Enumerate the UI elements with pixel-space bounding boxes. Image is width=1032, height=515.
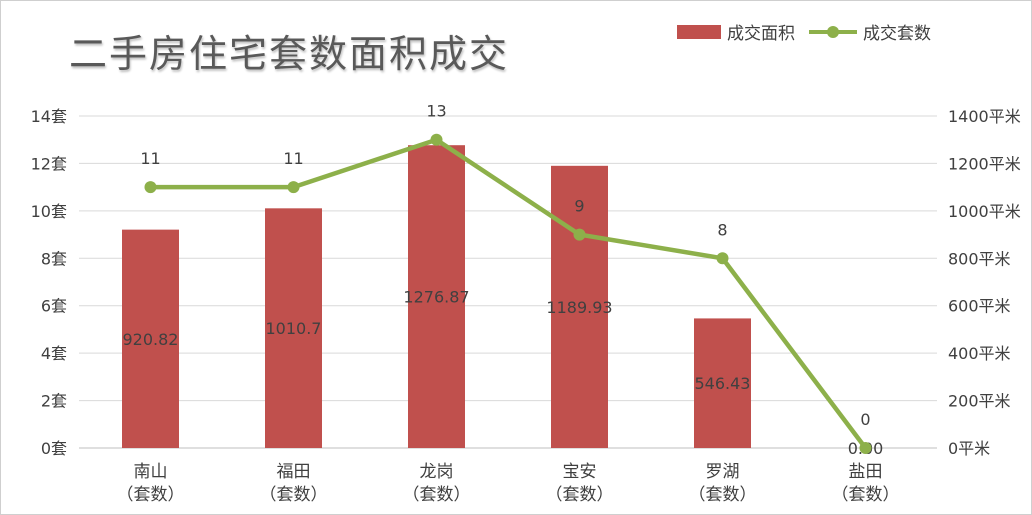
legend-item-area[interactable]: 成交面积 — [677, 19, 795, 44]
y-right-tick-label: 200平米 — [948, 392, 1011, 411]
count-marker — [287, 181, 300, 194]
x-category-label: 龙岗（套数） — [403, 462, 471, 505]
bar-value-label: 1010.7 — [266, 319, 322, 338]
bar — [122, 229, 179, 448]
y-right-tick-label: 800平米 — [948, 249, 1011, 268]
bar — [551, 165, 608, 449]
y-left-tick-label: 0套 — [41, 439, 67, 458]
bar-value-label: 1189.93 — [546, 298, 612, 317]
count-value-label: 11 — [140, 149, 160, 168]
y-right-tick-label: 0平米 — [948, 439, 990, 458]
legend-label-count: 成交套数 — [863, 24, 931, 44]
y-right-tick-label: 1000平米 — [948, 202, 1021, 221]
y-right-tick-label: 400平米 — [948, 344, 1011, 363]
x-category-label: 盐田（套数） — [832, 462, 900, 505]
y-left-tick-label: 10套 — [31, 202, 67, 221]
x-category-label: 南山（套数） — [117, 462, 185, 505]
y-left-tick-label: 4套 — [41, 344, 67, 363]
legend-bar-swatch — [677, 24, 721, 39]
y-left-tick-label: 14套 — [31, 107, 67, 126]
y-right-tick-label: 600平米 — [948, 297, 1011, 316]
count-value-label: 9 — [574, 197, 584, 216]
count-value-label: 11 — [283, 149, 303, 168]
y-right-tick-label: 1200平米 — [948, 154, 1021, 173]
legend-line-swatch — [809, 25, 857, 39]
count-value-label: 13 — [426, 102, 446, 121]
count-line — [150, 137, 868, 450]
count-marker — [430, 133, 443, 146]
count-marker — [859, 442, 872, 454]
y-left-tick-label: 6套 — [41, 297, 67, 316]
y-left-tick-label: 2套 — [41, 392, 67, 411]
x-category-label: 福田（套数） — [260, 462, 328, 505]
count-value-label: 8 — [717, 220, 727, 239]
count-marker — [716, 252, 729, 265]
x-category-label: 宝安（套数） — [546, 462, 614, 505]
count-marker — [144, 181, 157, 194]
y-left-tick-label: 12套 — [31, 154, 67, 173]
legend-item-count[interactable]: 成交套数 — [809, 19, 931, 44]
bar — [265, 208, 322, 448]
bar — [408, 145, 465, 448]
count-marker — [573, 228, 586, 241]
x-category-label: 罗湖（套数） — [689, 462, 757, 505]
chart-title: 二手房住宅套数面积成交 — [69, 32, 510, 76]
bar-value-label: 920.82 — [123, 330, 179, 349]
bar-value-label: 1276.87 — [403, 288, 469, 307]
bar — [694, 318, 751, 448]
legend-label-area: 成交面积 — [727, 24, 795, 44]
y-left-tick-label: 8套 — [41, 249, 67, 268]
bar-value-label: 546.43 — [695, 374, 751, 393]
count-value-label: 0 — [860, 410, 870, 429]
chart-legend: 成交面积 成交套数 — [677, 19, 945, 44]
y-right-tick-label: 1400平米 — [948, 107, 1021, 126]
